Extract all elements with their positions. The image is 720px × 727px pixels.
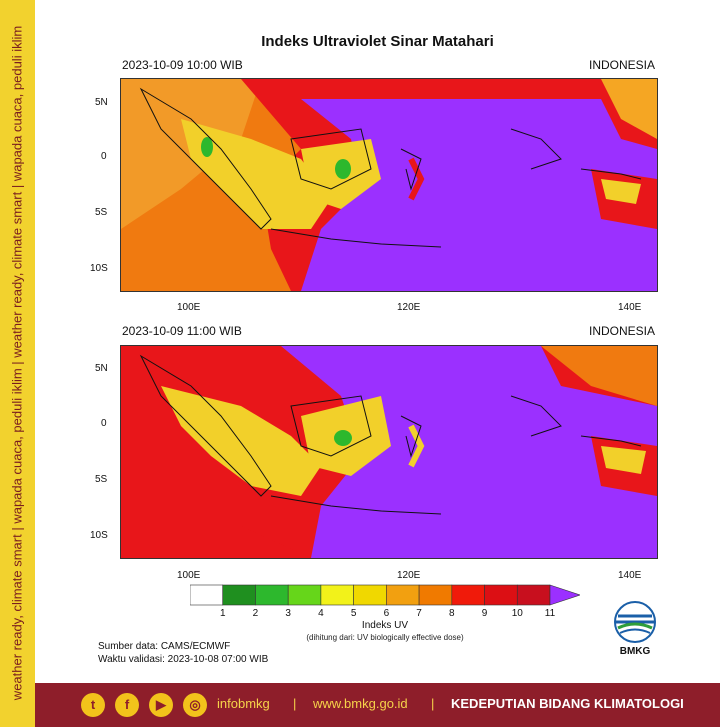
footer-website[interactable]: www.bmkg.go.id	[313, 696, 408, 711]
footer-bar: t f ▶ ◎ infobmkg | www.bmkg.go.id | KEDE…	[35, 683, 720, 727]
colorbar-tick-label: 2	[252, 608, 259, 619]
instagram-icon[interactable]: ◎	[183, 693, 207, 717]
colorbar-segment	[190, 584, 224, 606]
side-strip: weather ready, climate smart | wapada cu…	[0, 0, 35, 727]
colorbar-segment	[222, 584, 256, 606]
colorbar-tick-label: 1	[219, 608, 226, 619]
colorbar-segment	[255, 584, 289, 606]
colorbar-segment	[287, 584, 322, 606]
colorbar-segment	[320, 584, 354, 606]
panel-2-xtick-120e: 120E	[397, 570, 421, 581]
panel-1-ytick-10s: 10S	[90, 263, 108, 274]
panel-1-date: 2023-10-09 10:00 WIB	[122, 58, 243, 72]
facebook-icon[interactable]: f	[115, 693, 139, 717]
panel-2-region: INDONESIA	[588, 324, 655, 338]
panel-1-xtick-120e: 120E	[397, 302, 421, 313]
colorbar-tick-label: 9	[481, 608, 488, 619]
youtube-icon[interactable]: ▶	[149, 693, 173, 717]
colorbar-tick-label: 10	[511, 608, 523, 619]
colorbar-tick-label: 11	[544, 608, 556, 619]
colorbar-tick-label: 7	[416, 608, 422, 619]
panel-1-region: INDONESIA	[588, 58, 655, 72]
data-source: Sumber data: CAMS/ECMWF	[98, 641, 231, 652]
colorbar-tick-label: 3	[285, 608, 291, 619]
uv-map-2	[120, 345, 658, 559]
panel-1-xtick-140e: 140E	[618, 302, 642, 313]
bmkg-logo-text: BMKG	[619, 646, 651, 657]
page-title: Indeks Ultraviolet Sinar Matahari	[261, 33, 494, 50]
colorbar-tick-label: 6	[383, 608, 390, 619]
colorbar-segment	[353, 584, 387, 606]
panel-2-date: 2023-10-09 11:00 WIB	[122, 324, 242, 338]
panel-2-ytick-10s: 10S	[90, 530, 108, 541]
colorbar-segment	[451, 584, 485, 606]
twitter-icon[interactable]: t	[81, 693, 105, 717]
footer-separator-2: |	[431, 696, 435, 711]
footer-handle[interactable]: infobmkg	[217, 696, 270, 711]
colorbar-title: Indeks UV	[361, 620, 409, 631]
colorbar-segment	[418, 584, 453, 606]
validation-time: Waktu validasi: 2023-10-08 07:00 WIB	[98, 654, 269, 665]
footer-separator-1: |	[293, 696, 297, 711]
panel-1-xtick-100e: 100E	[177, 302, 201, 313]
colorbar-arrow	[549, 584, 580, 606]
uv-map-1	[120, 78, 658, 292]
side-slogan: weather ready, climate smart | wapada cu…	[9, 25, 25, 701]
uv-colorbar	[190, 584, 580, 606]
panel-2-xtick-140e: 140E	[618, 570, 642, 581]
colorbar-tick-label: 4	[318, 608, 324, 619]
panel-2-ytick-5n: 5N	[95, 363, 108, 374]
colorbar-segment	[516, 584, 551, 606]
panel-2-xtick-100e: 100E	[177, 570, 201, 581]
colorbar-subtitle: (dihitung dari: UV biologically effectiv…	[306, 633, 464, 642]
colorbar-tick-label: 8	[449, 608, 455, 619]
colorbar-segment	[386, 584, 420, 606]
panel-2-ytick-5s: 5S	[95, 474, 108, 485]
bmkg-logo: BMKG	[610, 600, 660, 660]
panel-2-ytick-0: 0	[101, 418, 107, 429]
footer-division: KEDEPUTIAN BIDANG KLIMATOLOGI	[451, 696, 684, 711]
panel-1-ytick-5n: 5N	[95, 97, 108, 108]
panel-1-ytick-5s: 5S	[95, 207, 108, 218]
colorbar-segment	[484, 584, 518, 606]
colorbar-tick-label: 5	[350, 608, 357, 619]
panel-1-ytick-0: 0	[101, 151, 107, 162]
